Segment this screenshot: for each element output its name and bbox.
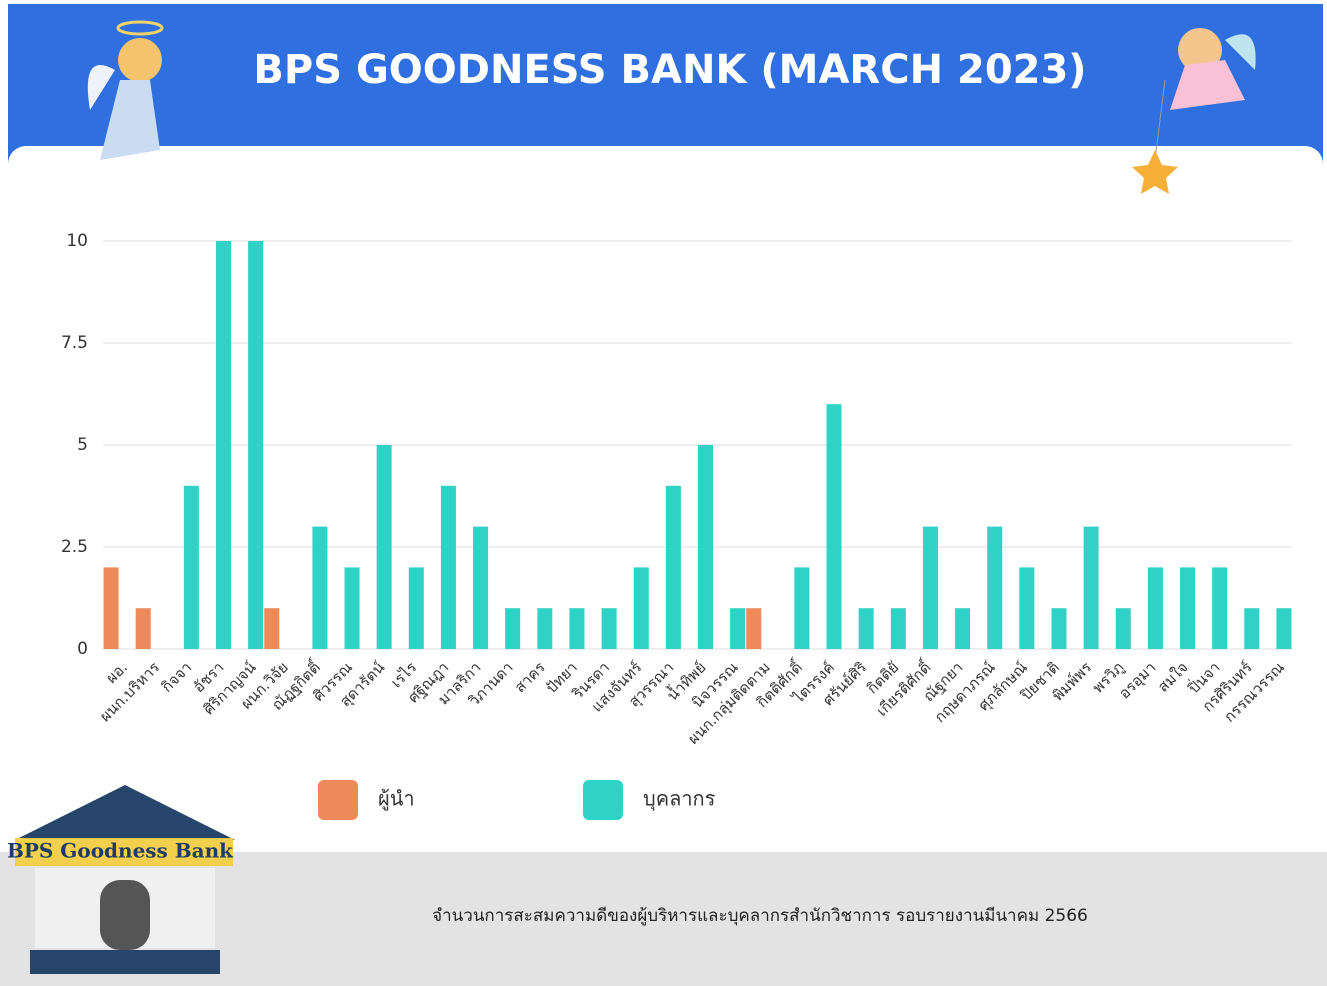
bar — [1115, 608, 1131, 649]
bar — [440, 485, 456, 649]
bar — [730, 608, 746, 649]
bar — [505, 608, 521, 649]
bar — [183, 485, 199, 649]
bar — [601, 608, 617, 649]
bar — [1276, 608, 1292, 649]
angel-left — [87, 20, 164, 160]
legend-label: บุคลากร — [643, 787, 716, 812]
bar — [1147, 567, 1163, 649]
bar — [1083, 526, 1099, 649]
panel — [8, 146, 1323, 866]
y-tick-label: 5 — [77, 435, 88, 455]
footer-band — [0, 852, 1327, 986]
bar — [408, 567, 424, 649]
bar — [1019, 567, 1035, 649]
bar — [264, 608, 280, 649]
bank-logo: BPS Goodness Bank — [7, 785, 235, 974]
bar — [103, 567, 119, 649]
angel-right — [1132, 28, 1256, 194]
bar — [473, 526, 489, 649]
y-tick-label: 10 — [66, 231, 88, 251]
bar — [1051, 608, 1067, 649]
bar — [135, 608, 151, 649]
bar — [376, 445, 392, 649]
y-tick-label: 2.5 — [61, 537, 88, 557]
bar — [344, 567, 360, 649]
bar — [826, 404, 842, 649]
bar — [633, 567, 649, 649]
bar — [1244, 608, 1260, 649]
bar — [890, 608, 906, 649]
bar — [215, 241, 231, 649]
bar — [248, 241, 264, 649]
legend-swatch — [318, 780, 358, 820]
bar — [858, 608, 874, 649]
bar — [746, 608, 762, 649]
legend-label: ผู้นำ — [378, 787, 415, 812]
header-band — [8, 4, 1323, 164]
bar — [569, 608, 585, 649]
bar — [1180, 567, 1196, 649]
y-tick-label: 0 — [77, 639, 88, 659]
logo-text: BPS Goodness Bank — [7, 839, 234, 863]
bar — [794, 567, 810, 649]
legend-swatch — [583, 780, 623, 820]
bar — [1212, 567, 1228, 649]
chart-title: BPS GOODNESS BANK (MARCH 2023) — [253, 47, 1086, 93]
bar — [665, 485, 681, 649]
bar — [698, 445, 713, 649]
caption: จำนวนการสะสมความดีของผู้บริหารและบุคลากร… — [432, 906, 1088, 926]
bar — [987, 526, 1003, 649]
bar — [922, 526, 938, 649]
bar — [537, 608, 553, 649]
bar — [312, 526, 328, 649]
y-tick-label: 7.5 — [61, 333, 88, 353]
bar — [955, 608, 971, 649]
